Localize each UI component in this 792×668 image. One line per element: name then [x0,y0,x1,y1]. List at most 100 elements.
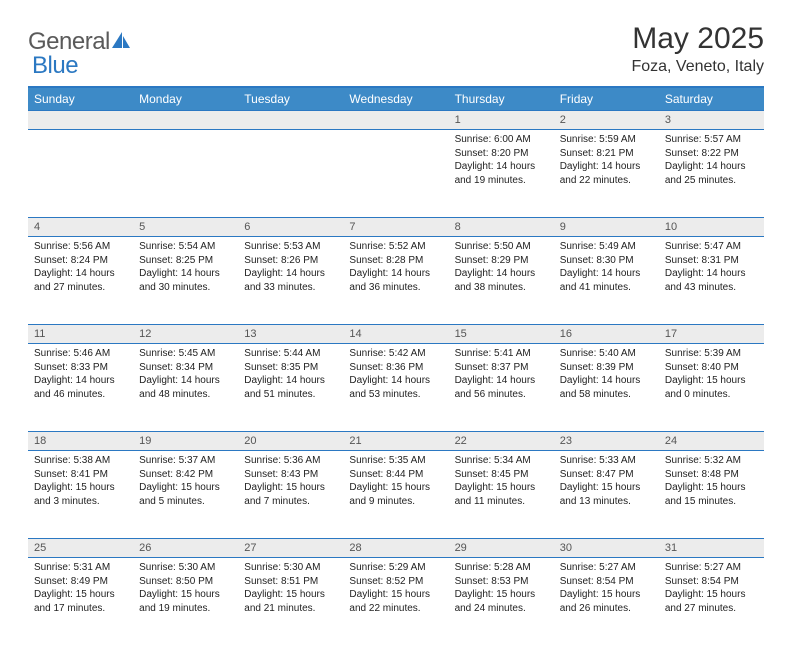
day-cell: Sunrise: 5:32 AMSunset: 8:48 PMDaylight:… [659,451,764,539]
daylight-line: Daylight: 15 hours and 22 minutes. [349,588,442,615]
day-number-cell: 8 [449,218,554,237]
day-number-cell: 17 [659,325,764,344]
day-cell-body: Sunrise: 5:50 AMSunset: 8:29 PMDaylight:… [449,237,554,300]
daylight-line: Daylight: 14 hours and 43 minutes. [665,267,758,294]
sunset-line: Sunset: 8:26 PM [244,254,337,268]
day-cell: Sunrise: 5:34 AMSunset: 8:45 PMDaylight:… [449,451,554,539]
day-number-cell: 31 [659,539,764,558]
day-header: Monday [133,87,238,111]
day-number-cell: 21 [343,432,448,451]
day-number-cell: 11 [28,325,133,344]
day-cell-body: Sunrise: 5:47 AMSunset: 8:31 PMDaylight:… [659,237,764,300]
day-cell: Sunrise: 5:38 AMSunset: 8:41 PMDaylight:… [28,451,133,539]
day-header: Sunday [28,87,133,111]
sunset-line: Sunset: 8:28 PM [349,254,442,268]
day-cell-body: Sunrise: 5:56 AMSunset: 8:24 PMDaylight:… [28,237,133,300]
daylight-line: Daylight: 15 hours and 15 minutes. [665,481,758,508]
sunset-line: Sunset: 8:39 PM [560,361,653,375]
sunset-line: Sunset: 8:47 PM [560,468,653,482]
daynum-row: 25262728293031 [28,539,764,558]
sunrise-line: Sunrise: 5:38 AM [34,454,127,468]
day-number-cell: 26 [133,539,238,558]
logo: General [28,22,134,56]
day-cell-body: Sunrise: 5:49 AMSunset: 8:30 PMDaylight:… [554,237,659,300]
daylight-line: Daylight: 15 hours and 24 minutes. [455,588,548,615]
daylight-line: Daylight: 15 hours and 3 minutes. [34,481,127,508]
sunrise-line: Sunrise: 5:31 AM [34,561,127,575]
sunrise-line: Sunrise: 5:46 AM [34,347,127,361]
sunrise-line: Sunrise: 5:29 AM [349,561,442,575]
day-cell: Sunrise: 6:00 AMSunset: 8:20 PMDaylight:… [449,130,554,218]
day-number-cell: 14 [343,325,448,344]
daylight-line: Daylight: 15 hours and 27 minutes. [665,588,758,615]
day-cell-body: Sunrise: 5:40 AMSunset: 8:39 PMDaylight:… [554,344,659,407]
day-number-cell: 10 [659,218,764,237]
daylight-line: Daylight: 15 hours and 5 minutes. [139,481,232,508]
day-number-cell: 18 [28,432,133,451]
day-cell-body: Sunrise: 6:00 AMSunset: 8:20 PMDaylight:… [449,130,554,193]
daylight-line: Daylight: 14 hours and 46 minutes. [34,374,127,401]
day-cell: Sunrise: 5:30 AMSunset: 8:51 PMDaylight:… [238,558,343,646]
daylight-line: Daylight: 15 hours and 21 minutes. [244,588,337,615]
day-number-cell: 28 [343,539,448,558]
sunset-line: Sunset: 8:31 PM [665,254,758,268]
sunrise-line: Sunrise: 5:30 AM [244,561,337,575]
daylight-line: Daylight: 14 hours and 41 minutes. [560,267,653,294]
day-number-cell: 15 [449,325,554,344]
logo-text-blue: Blue [32,52,78,79]
sunrise-line: Sunrise: 5:30 AM [139,561,232,575]
sunrise-line: Sunrise: 5:53 AM [244,240,337,254]
day-number-cell: 25 [28,539,133,558]
empty-cell [343,130,448,218]
daylight-line: Daylight: 15 hours and 9 minutes. [349,481,442,508]
daylight-line: Daylight: 15 hours and 19 minutes. [139,588,232,615]
sunset-line: Sunset: 8:50 PM [139,575,232,589]
sunrise-line: Sunrise: 5:49 AM [560,240,653,254]
empty-daynum-cell [343,111,448,130]
week-body-row: Sunrise: 6:00 AMSunset: 8:20 PMDaylight:… [28,130,764,218]
calendar-table: SundayMondayTuesdayWednesdayThursdayFrid… [28,86,764,646]
daylight-line: Daylight: 15 hours and 17 minutes. [34,588,127,615]
day-cell: Sunrise: 5:27 AMSunset: 8:54 PMDaylight:… [554,558,659,646]
empty-cell [238,130,343,218]
week-body-row: Sunrise: 5:31 AMSunset: 8:49 PMDaylight:… [28,558,764,646]
sunrise-line: Sunrise: 5:32 AM [665,454,758,468]
sunrise-line: Sunrise: 5:39 AM [665,347,758,361]
day-cell: Sunrise: 5:57 AMSunset: 8:22 PMDaylight:… [659,130,764,218]
day-cell-body: Sunrise: 5:57 AMSunset: 8:22 PMDaylight:… [659,130,764,193]
day-cell-body: Sunrise: 5:39 AMSunset: 8:40 PMDaylight:… [659,344,764,407]
day-cell: Sunrise: 5:42 AMSunset: 8:36 PMDaylight:… [343,344,448,432]
sunset-line: Sunset: 8:24 PM [34,254,127,268]
day-header: Wednesday [343,87,448,111]
sunrise-line: Sunrise: 5:35 AM [349,454,442,468]
sunset-line: Sunset: 8:48 PM [665,468,758,482]
sunset-line: Sunset: 8:43 PM [244,468,337,482]
sunrise-line: Sunrise: 5:27 AM [665,561,758,575]
day-cell: Sunrise: 5:36 AMSunset: 8:43 PMDaylight:… [238,451,343,539]
daylight-line: Daylight: 14 hours and 25 minutes. [665,160,758,187]
sunset-line: Sunset: 8:20 PM [455,147,548,161]
sunset-line: Sunset: 8:22 PM [665,147,758,161]
sunrise-line: Sunrise: 5:45 AM [139,347,232,361]
day-cell: Sunrise: 5:35 AMSunset: 8:44 PMDaylight:… [343,451,448,539]
sunrise-line: Sunrise: 5:57 AM [665,133,758,147]
sunset-line: Sunset: 8:36 PM [349,361,442,375]
daylight-line: Daylight: 14 hours and 56 minutes. [455,374,548,401]
day-cell: Sunrise: 5:30 AMSunset: 8:50 PMDaylight:… [133,558,238,646]
day-cell-body: Sunrise: 5:59 AMSunset: 8:21 PMDaylight:… [554,130,659,193]
day-cell-body: Sunrise: 5:45 AMSunset: 8:34 PMDaylight:… [133,344,238,407]
empty-daynum-cell [133,111,238,130]
day-cell: Sunrise: 5:50 AMSunset: 8:29 PMDaylight:… [449,237,554,325]
daylight-line: Daylight: 15 hours and 13 minutes. [560,481,653,508]
day-header: Tuesday [238,87,343,111]
day-cell: Sunrise: 5:28 AMSunset: 8:53 PMDaylight:… [449,558,554,646]
sunset-line: Sunset: 8:44 PM [349,468,442,482]
logo-sail-icon [110,30,132,55]
day-cell-body: Sunrise: 5:52 AMSunset: 8:28 PMDaylight:… [343,237,448,300]
day-cell: Sunrise: 5:49 AMSunset: 8:30 PMDaylight:… [554,237,659,325]
sunrise-line: Sunrise: 5:28 AM [455,561,548,575]
title-block: May 2025 Foza, Veneto, Italy [631,22,764,76]
day-cell: Sunrise: 5:47 AMSunset: 8:31 PMDaylight:… [659,237,764,325]
day-header: Saturday [659,87,764,111]
sunset-line: Sunset: 8:41 PM [34,468,127,482]
